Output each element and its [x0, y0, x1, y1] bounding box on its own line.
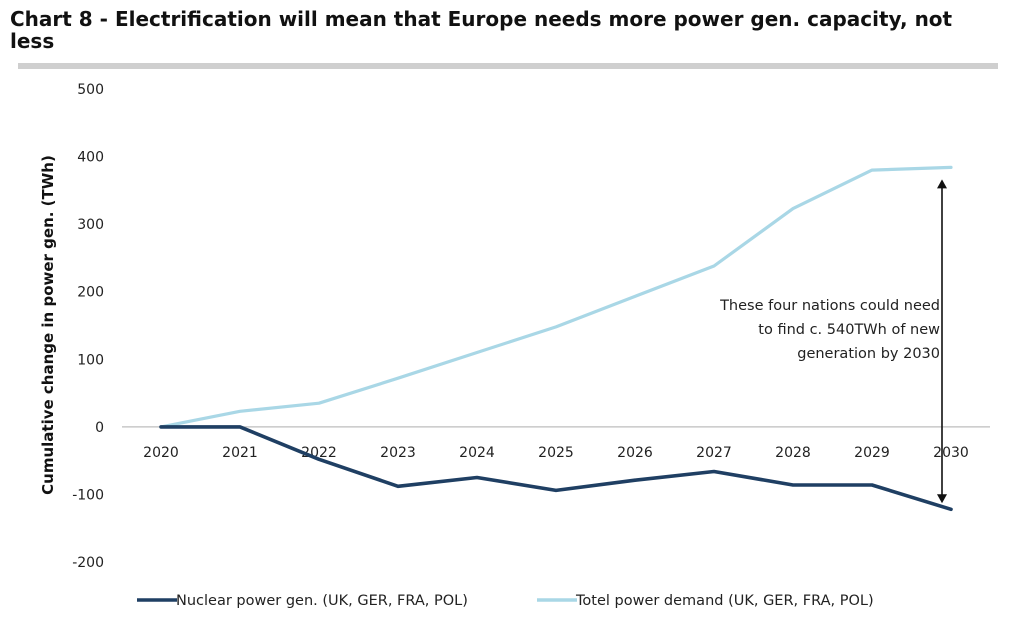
legend-label-1: Totel power demand (UK, GER, FRA, POL)	[575, 593, 874, 609]
y-tick-label: 300	[77, 217, 104, 233]
arrow-head-down	[937, 494, 947, 504]
annotation-line: These four nations could need	[719, 298, 940, 314]
x-tick-label: 2026	[617, 445, 653, 461]
x-tick-label: 2024	[459, 445, 495, 461]
legend: Nuclear power gen. (UK, GER, FRA, POL) To…	[137, 593, 874, 609]
series-line-1	[159, 165, 953, 429]
x-tick-label: 2029	[854, 445, 890, 461]
annotation-line: to find c. 540TWh of new	[758, 322, 940, 338]
y-tick-label: 200	[77, 285, 104, 301]
series-layer	[159, 165, 953, 512]
arrow-head-up	[937, 179, 947, 189]
y-tick-label: -100	[72, 487, 104, 503]
chart-title: Chart 8 - Electrification will mean that…	[10, 7, 953, 53]
y-tick-label: 0	[95, 420, 104, 436]
x-tick-label: 2021	[222, 445, 258, 461]
y-tick-label: -200	[72, 555, 104, 571]
title-divider	[18, 63, 998, 69]
annotation-line: generation by 2030	[797, 346, 940, 362]
x-tick-label: 2025	[538, 445, 574, 461]
y-tick-label: 400	[77, 150, 104, 166]
x-tick-label: 2027	[696, 445, 732, 461]
series-line-0	[159, 425, 953, 512]
x-tick-label: 2028	[775, 445, 811, 461]
x-tick-label: 2023	[380, 445, 416, 461]
y-axis-ticks: 500 400 300 200 100 0 -100 -200	[72, 82, 104, 571]
legend-label-0: Nuclear power gen. (UK, GER, FRA, POL)	[176, 593, 468, 609]
x-axis-ticks: 2020 2021 2022 2023 2024 2025 2026 2027 2028 2029…	[143, 445, 969, 461]
gap-annotation: These four nations could need to find c. …	[719, 179, 947, 504]
y-tick-label: 100	[77, 352, 104, 368]
x-tick-label: 2020	[143, 445, 179, 461]
y-tick-label: 500	[77, 82, 104, 98]
y-axis-label: Cumulative change in power gen. (TWh)	[39, 155, 57, 495]
x-tick-label: 2030	[933, 445, 969, 461]
